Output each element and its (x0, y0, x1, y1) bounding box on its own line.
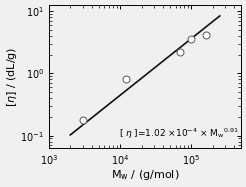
Point (178, 50, 182, 53)
Point (124, 77, 128, 80)
X-axis label: M$_{\rm w}$ / (g/mol): M$_{\rm w}$ / (g/mol) (111, 168, 179, 182)
Y-axis label: [$\eta$] / (dL/g): [$\eta$] / (dL/g) (5, 46, 19, 107)
Point (81, 118, 85, 121)
Point (189, 38, 193, 41)
Text: [ $\eta$ ]=1.02 ×10$^{-4}$ × M$_{\rm w}$$^{0.91}$: [ $\eta$ ]=1.02 ×10$^{-4}$ × M$_{\rm w}$… (119, 126, 238, 141)
Point (204, 33, 208, 36)
